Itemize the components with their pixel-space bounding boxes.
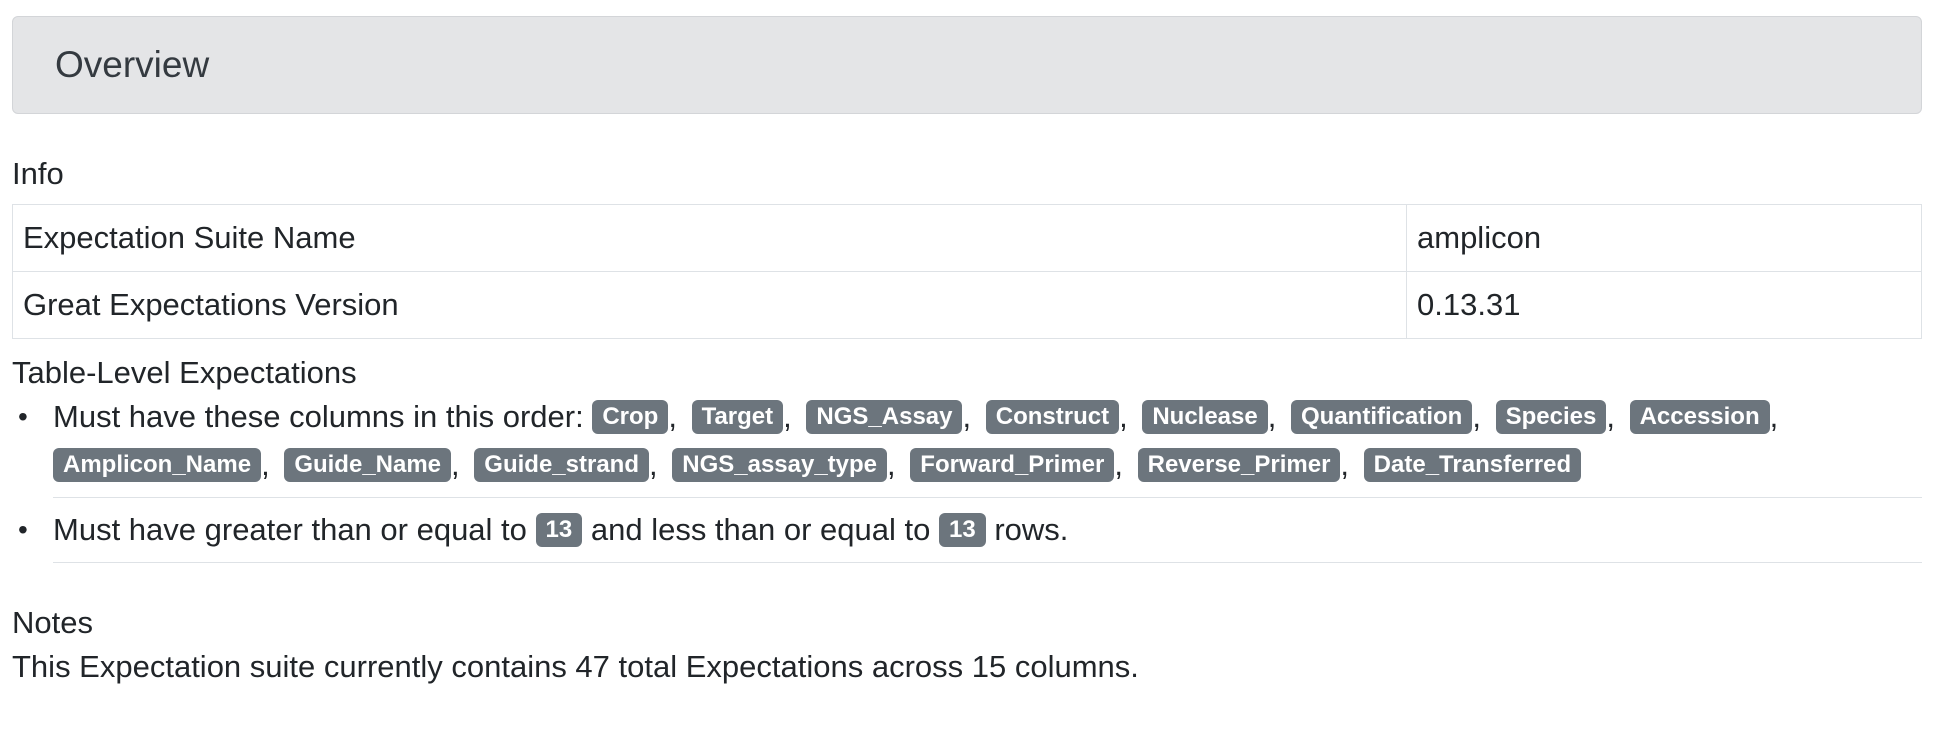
- table-level-expectations-list: • Must have these columns in this order:…: [12, 393, 1922, 563]
- column-badge: Target: [691, 400, 784, 434]
- column-badge: Nuclease: [1142, 400, 1268, 434]
- overview-header: Overview: [12, 16, 1922, 114]
- info-key-ge-version: Great Expectations Version: [12, 271, 1407, 339]
- table-row: Great Expectations Version 0.13.31: [12, 271, 1922, 339]
- column-badge: Reverse_Primer: [1137, 448, 1341, 482]
- notes-text: This Expectation suite currently contain…: [12, 649, 1139, 684]
- columns-order-expectation: Must have these columns in this order: C…: [53, 393, 1922, 498]
- row-count-max-badge: 13: [939, 513, 986, 547]
- overview-title: Overview: [55, 44, 210, 85]
- comma-separator: ,: [261, 447, 270, 482]
- column-badge: Guide_strand: [474, 448, 649, 482]
- info-key-suite-name: Expectation Suite Name: [12, 204, 1407, 272]
- row-count-expectation: Must have greater than or equal to 13 an…: [53, 506, 1922, 563]
- column-badge: Accession: [1629, 400, 1770, 434]
- comma-separator: ,: [962, 399, 972, 434]
- column-badge: Species: [1495, 400, 1607, 434]
- list-item-columns-order: • Must have these columns in this order:…: [12, 393, 1922, 498]
- notes-section-title: Notes: [12, 605, 93, 640]
- column-badge: Amplicon_Name: [53, 448, 262, 482]
- column-badge: Construct: [985, 400, 1120, 434]
- columns-order-prefix: Must have these columns in this order:: [53, 399, 584, 434]
- column-badge: Crop: [592, 400, 669, 434]
- column-badge: NGS_assay_type: [672, 448, 888, 482]
- row-count-min-badge: 13: [535, 513, 583, 547]
- comma-separator: ,: [1114, 447, 1123, 482]
- comma-separator: ,: [1340, 447, 1350, 482]
- comma-separator: ,: [1606, 399, 1615, 434]
- info-value-ge-version: 0.13.31: [1406, 271, 1922, 339]
- column-badge: Guide_Name: [284, 448, 452, 482]
- table-row: Expectation Suite Name amplicon: [12, 204, 1922, 272]
- comma-separator: ,: [1267, 399, 1277, 434]
- comma-separator: ,: [648, 447, 658, 482]
- overview-page: Overview Info Expectation Suite Name amp…: [0, 16, 1934, 691]
- comma-separator: ,: [668, 399, 677, 434]
- comma-separator: ,: [1472, 399, 1481, 434]
- comma-separator: ,: [783, 399, 792, 434]
- comma-separator: ,: [1769, 399, 1779, 434]
- column-badges: Crop, Target, NGS_Assay, Construct, Nucl…: [53, 399, 1784, 482]
- info-value-suite-name: amplicon: [1406, 204, 1922, 272]
- comma-separator: ,: [887, 447, 896, 482]
- column-badge: Quantification: [1290, 400, 1473, 434]
- column-badge: NGS_Assay: [806, 400, 963, 434]
- row-count-text-2: and less than or equal to: [590, 512, 931, 547]
- list-item-row-count: • Must have greater than or equal to 13 …: [12, 506, 1922, 563]
- info-table: Expectation Suite Name amplicon Great Ex…: [12, 204, 1922, 339]
- bullet-icon: •: [18, 514, 28, 545]
- comma-separator: ,: [1119, 399, 1128, 434]
- comma-separator: ,: [451, 447, 460, 482]
- column-badge: Date_Transferred: [1363, 448, 1582, 482]
- column-badge: Forward_Primer: [910, 448, 1115, 482]
- row-count-text-1: Must have greater than or equal to: [53, 512, 527, 547]
- row-count-text-3: rows.: [994, 512, 1069, 547]
- table-level-expectations-title: Table-Level Expectations: [12, 355, 357, 390]
- info-section-title: Info: [12, 156, 64, 191]
- bullet-icon: •: [18, 401, 28, 432]
